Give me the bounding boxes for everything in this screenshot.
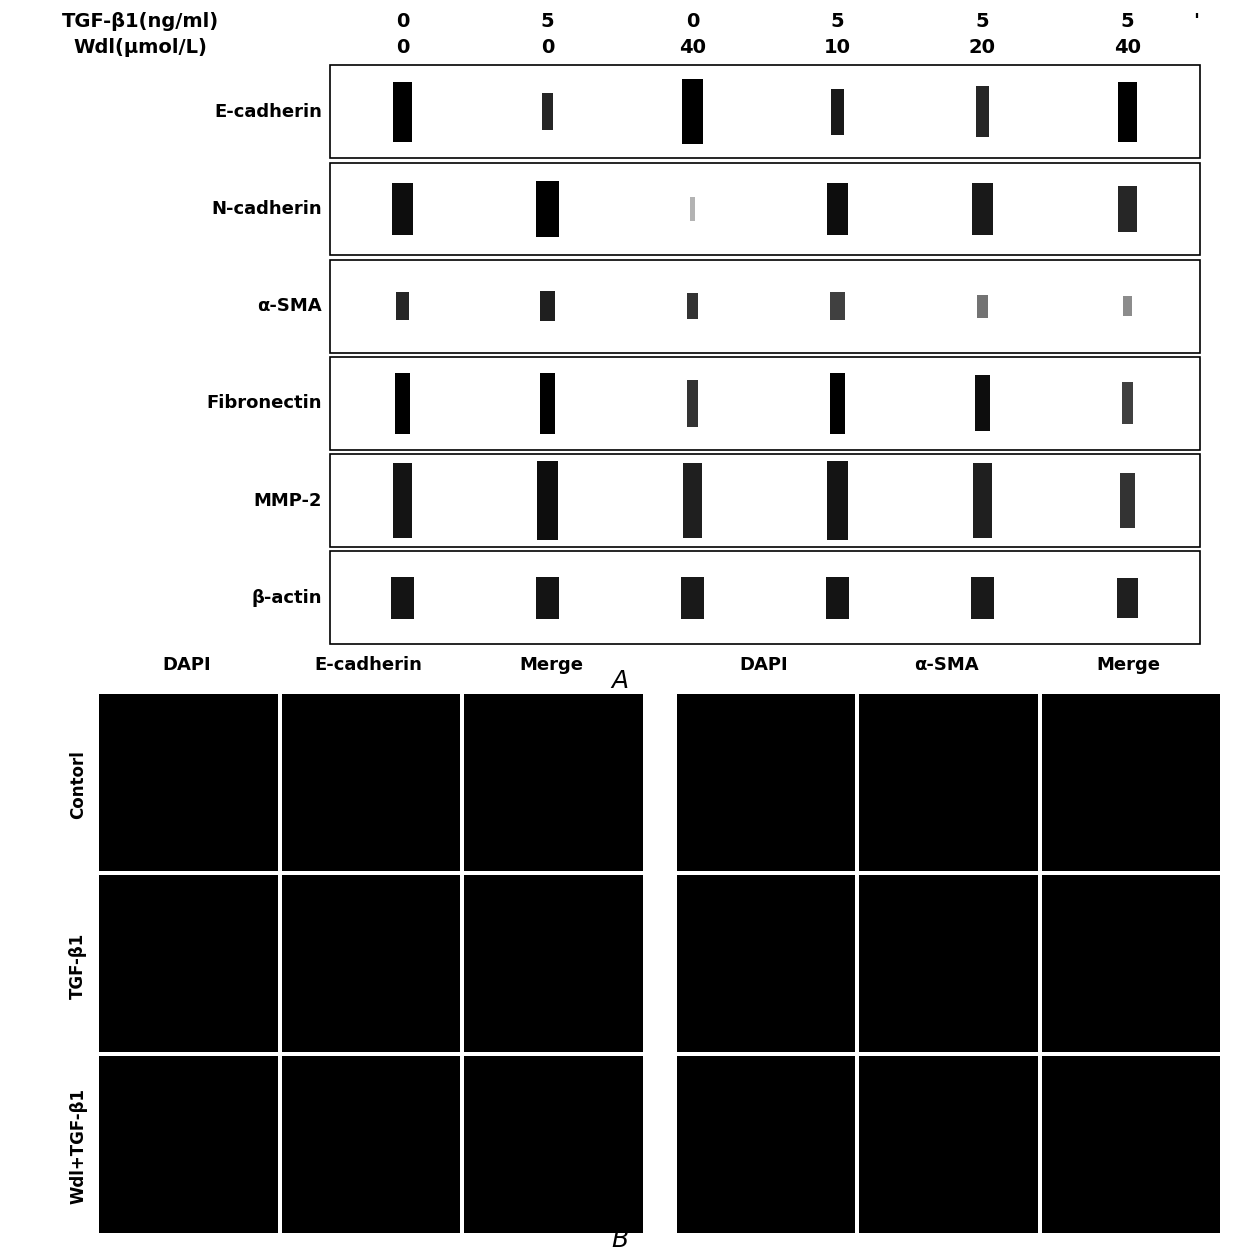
Bar — [537, 461, 558, 541]
Bar — [1122, 382, 1132, 425]
Bar — [1042, 1056, 1220, 1233]
Bar — [542, 93, 553, 131]
Bar — [681, 577, 704, 618]
Text: MMP-2: MMP-2 — [253, 491, 322, 509]
Bar — [831, 88, 844, 134]
Bar — [281, 694, 460, 871]
Bar — [972, 184, 993, 235]
Text: N-cadherin: N-cadherin — [211, 200, 322, 217]
Text: 5: 5 — [831, 11, 844, 30]
Text: α-SMA: α-SMA — [258, 297, 322, 316]
Text: β-actin: β-actin — [252, 588, 322, 607]
Text: 5: 5 — [1121, 11, 1135, 30]
Text: DAPI: DAPI — [162, 656, 211, 674]
Text: ': ' — [1193, 11, 1199, 30]
Bar — [392, 184, 413, 235]
Bar — [859, 694, 1038, 871]
Text: TGF-β1: TGF-β1 — [69, 933, 87, 998]
Text: 5: 5 — [541, 11, 554, 30]
Text: Merge: Merge — [1096, 656, 1161, 674]
Text: 40: 40 — [1114, 38, 1141, 57]
Bar — [859, 875, 1038, 1052]
Bar — [687, 380, 698, 426]
Bar — [281, 1056, 460, 1233]
Bar — [977, 294, 987, 318]
Bar — [330, 357, 1200, 450]
Bar — [677, 694, 856, 871]
Bar — [539, 373, 556, 434]
Bar — [281, 875, 460, 1052]
Text: 5: 5 — [976, 11, 990, 30]
Bar — [330, 260, 1200, 353]
Text: E-cadherin: E-cadherin — [315, 656, 423, 674]
Bar — [1118, 186, 1137, 233]
Bar — [464, 694, 642, 871]
Bar — [677, 1056, 856, 1233]
Bar — [683, 464, 702, 538]
Bar — [394, 373, 410, 434]
Bar — [99, 694, 278, 871]
Text: 0: 0 — [396, 11, 409, 30]
Bar — [330, 552, 1200, 644]
Bar — [827, 184, 848, 235]
Text: 10: 10 — [825, 38, 851, 57]
Text: 0: 0 — [396, 38, 409, 57]
Text: Fibronectin: Fibronectin — [207, 395, 322, 412]
Bar — [393, 82, 412, 142]
Bar — [99, 1056, 278, 1233]
Text: E-cadherin: E-cadherin — [215, 103, 322, 121]
Bar — [1123, 295, 1132, 317]
Bar — [830, 373, 846, 434]
Bar — [464, 1056, 642, 1233]
Bar — [859, 1056, 1038, 1233]
Bar — [99, 875, 278, 1052]
Bar — [971, 577, 994, 618]
Bar — [1120, 473, 1135, 528]
Bar — [541, 292, 554, 321]
Bar — [1118, 82, 1137, 142]
Bar — [330, 162, 1200, 255]
Text: B: B — [611, 1228, 629, 1252]
Text: Wdl(μmol/L): Wdl(μmol/L) — [73, 38, 207, 57]
Bar — [330, 65, 1200, 158]
Bar — [396, 292, 409, 321]
Bar — [393, 464, 412, 538]
Text: Merge: Merge — [520, 656, 583, 674]
Bar — [677, 875, 856, 1052]
Bar — [689, 197, 696, 221]
Text: Wdl+TGF-β1: Wdl+TGF-β1 — [69, 1089, 87, 1204]
Bar — [687, 293, 698, 319]
Bar — [826, 577, 849, 618]
Text: DAPI: DAPI — [739, 656, 789, 674]
Text: 20: 20 — [968, 38, 996, 57]
Bar — [1042, 875, 1220, 1052]
Text: 0: 0 — [686, 11, 699, 30]
Bar — [1117, 578, 1138, 617]
Text: 40: 40 — [680, 38, 706, 57]
Bar — [975, 376, 991, 431]
Bar — [536, 181, 559, 236]
Bar — [464, 875, 642, 1052]
Bar — [976, 87, 990, 137]
Bar — [391, 577, 414, 618]
Bar — [682, 79, 703, 145]
Text: α-SMA: α-SMA — [914, 656, 978, 674]
Text: A: A — [611, 670, 629, 694]
Bar — [827, 461, 848, 541]
Bar — [831, 292, 844, 321]
Bar — [536, 577, 559, 618]
Text: 0: 0 — [541, 38, 554, 57]
Text: TGF-β1(ng/ml): TGF-β1(ng/ml) — [62, 11, 218, 30]
Text: Contorl: Contorl — [69, 750, 87, 818]
Bar — [973, 464, 992, 538]
Bar — [1042, 694, 1220, 871]
Bar — [330, 454, 1200, 547]
